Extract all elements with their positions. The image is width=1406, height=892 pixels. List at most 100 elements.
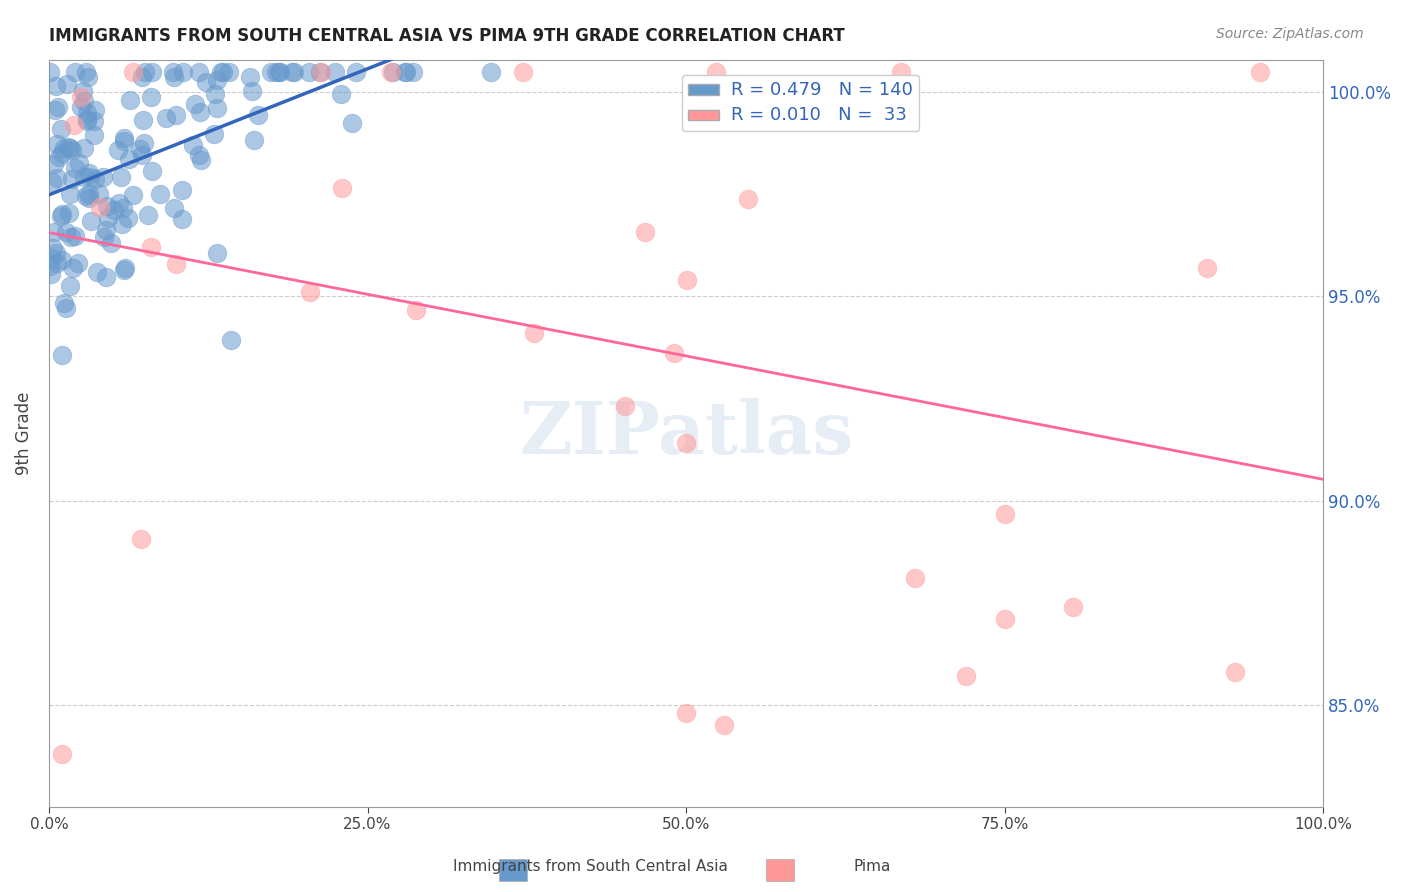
Point [163, 70, 186, 85]
Point [59, 141, 82, 155]
Point [141, 90, 163, 104]
Point [112, 134, 135, 148]
Point [72, 84, 94, 98]
Point [219, 333, 242, 347]
Point [55, 225, 77, 239]
Point [45, 171, 67, 186]
Point [131, 147, 153, 161]
Point [84, 172, 107, 186]
Point [205, 101, 228, 115]
Point [60, 172, 83, 186]
Point [107, 195, 129, 210]
Point [45, 136, 67, 151]
Point [84, 103, 107, 118]
Y-axis label: 9th Grade: 9th Grade [15, 392, 32, 475]
Point [298, 285, 321, 299]
Point [188, 105, 211, 120]
Point [41, 251, 63, 265]
Point [994, 612, 1017, 626]
Point [890, 65, 912, 79]
Point [323, 65, 346, 79]
Point [131, 112, 153, 127]
Point [76, 106, 98, 120]
Point [380, 65, 402, 79]
Point [63, 228, 86, 243]
Point [523, 326, 546, 340]
Point [207, 246, 229, 260]
Point [479, 65, 502, 79]
Point [737, 192, 759, 206]
Point [51, 747, 73, 761]
Point [60, 230, 83, 244]
Point [112, 131, 135, 145]
Point [332, 180, 354, 194]
Point [56, 140, 79, 154]
Point [73, 169, 96, 184]
Point [664, 346, 686, 360]
Point [111, 202, 134, 216]
Legend: R = 0.479   N = 140, R = 0.010   N =  33: R = 0.479 N = 140, R = 0.010 N = 33 [682, 75, 920, 130]
Point [194, 75, 217, 89]
Point [283, 65, 305, 79]
Point [80, 214, 103, 228]
Point [96, 199, 118, 213]
Point [69, 89, 91, 103]
Point [298, 65, 321, 79]
Point [269, 65, 291, 79]
Point [48, 100, 70, 114]
Point [42, 157, 65, 171]
Point [308, 65, 330, 79]
Point [247, 108, 270, 122]
Point [239, 70, 262, 85]
Point [134, 65, 156, 79]
Point [62, 260, 84, 275]
Point [55, 301, 77, 316]
Point [134, 136, 156, 151]
Point [59, 186, 82, 201]
Point [59, 279, 82, 293]
Point [138, 208, 160, 222]
Point [46, 256, 69, 270]
Point [73, 94, 96, 108]
Point [114, 260, 136, 275]
Point [1197, 260, 1219, 275]
Point [155, 111, 177, 125]
Point [512, 65, 534, 79]
Point [77, 166, 100, 180]
Point [243, 133, 266, 147]
Point [280, 65, 302, 79]
Text: Pima: Pima [853, 859, 890, 874]
Point [190, 153, 212, 167]
Point [394, 65, 416, 79]
Point [904, 571, 927, 585]
Point [204, 87, 226, 102]
Point [165, 108, 187, 122]
Text: ZIPatlas: ZIPatlas [519, 398, 853, 469]
Point [184, 97, 207, 112]
Point [76, 114, 98, 128]
Point [53, 140, 76, 154]
Point [165, 257, 187, 271]
Point [172, 183, 194, 197]
Text: Immigrants from South Central Asia: Immigrants from South Central Asia [453, 859, 728, 874]
Point [75, 189, 97, 203]
Point [118, 93, 141, 107]
Point [713, 718, 735, 732]
Point [51, 146, 73, 161]
Point [401, 65, 423, 79]
Point [51, 252, 73, 267]
Point [77, 191, 100, 205]
Point [211, 65, 233, 79]
Point [149, 186, 172, 201]
Point [77, 70, 100, 85]
Point [75, 65, 97, 79]
Point [218, 65, 240, 79]
Point [172, 65, 194, 79]
Point [405, 302, 427, 317]
Point [83, 128, 105, 142]
Point [141, 163, 163, 178]
Point [340, 116, 363, 130]
Point [51, 207, 73, 221]
Point [63, 118, 86, 132]
Point [67, 256, 90, 270]
